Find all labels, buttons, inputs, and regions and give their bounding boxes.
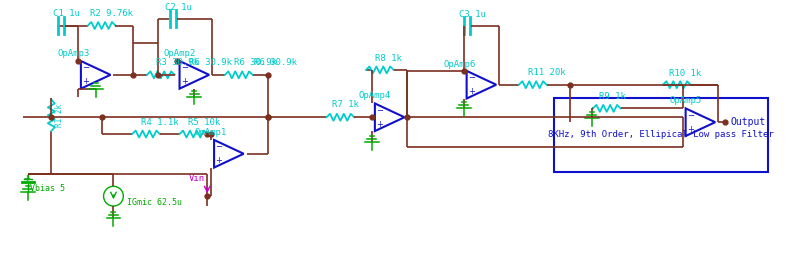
Text: R5 10k: R5 10k: [189, 118, 221, 127]
Text: Vbias 5: Vbias 5: [30, 184, 65, 193]
Text: R4 1.1k: R4 1.1k: [141, 118, 178, 127]
Text: −: −: [376, 106, 383, 115]
Text: C2 1u: C2 1u: [165, 3, 192, 12]
Text: −: −: [687, 111, 694, 120]
Text: OpAmp3: OpAmp3: [58, 49, 90, 58]
Text: R6 30.9k: R6 30.9k: [254, 58, 297, 67]
Text: R6 30.9k: R6 30.9k: [234, 57, 277, 67]
Text: OpAmp5: OpAmp5: [670, 96, 702, 105]
Text: C3 1u: C3 1u: [458, 10, 486, 19]
Text: −: −: [468, 73, 475, 82]
Text: OpAmp2: OpAmp2: [163, 49, 196, 58]
Text: R2 9.76k: R2 9.76k: [90, 9, 133, 18]
Text: −: −: [82, 63, 90, 72]
Text: +: +: [687, 125, 694, 134]
Text: C1 1u: C1 1u: [54, 9, 80, 18]
Text: R9 1k: R9 1k: [599, 92, 626, 101]
Text: R10 1k: R10 1k: [669, 69, 701, 78]
Text: +: +: [468, 87, 475, 96]
Text: R1 2k: R1 2k: [55, 104, 64, 127]
Text: OpAmp6: OpAmp6: [443, 60, 476, 69]
Text: R7 1k: R7 1k: [333, 100, 359, 109]
Text: OpAmp4: OpAmp4: [358, 91, 391, 100]
Text: R8 1k: R8 1k: [375, 54, 402, 63]
Text: +: +: [181, 77, 188, 86]
Text: −: −: [215, 142, 222, 151]
Text: +: +: [82, 77, 90, 86]
Text: −: −: [181, 63, 188, 72]
Text: R11 20k: R11 20k: [528, 68, 566, 77]
Text: OpAmp1: OpAmp1: [195, 128, 227, 137]
Text: Output: Output: [730, 117, 766, 127]
Text: +: +: [24, 174, 30, 183]
Text: 8KHz, 9th Order, Ellipical Low pass Filter: 8KHz, 9th Order, Ellipical Low pass Filt…: [548, 130, 774, 139]
Text: +: +: [215, 156, 222, 165]
Text: R3 30.9k: R3 30.9k: [156, 58, 199, 67]
Text: Vin: Vin: [190, 174, 206, 183]
Text: IGmic 62.5u: IGmic 62.5u: [127, 197, 182, 207]
Text: R6 30.9k: R6 30.9k: [190, 57, 233, 67]
Text: +: +: [376, 120, 383, 129]
